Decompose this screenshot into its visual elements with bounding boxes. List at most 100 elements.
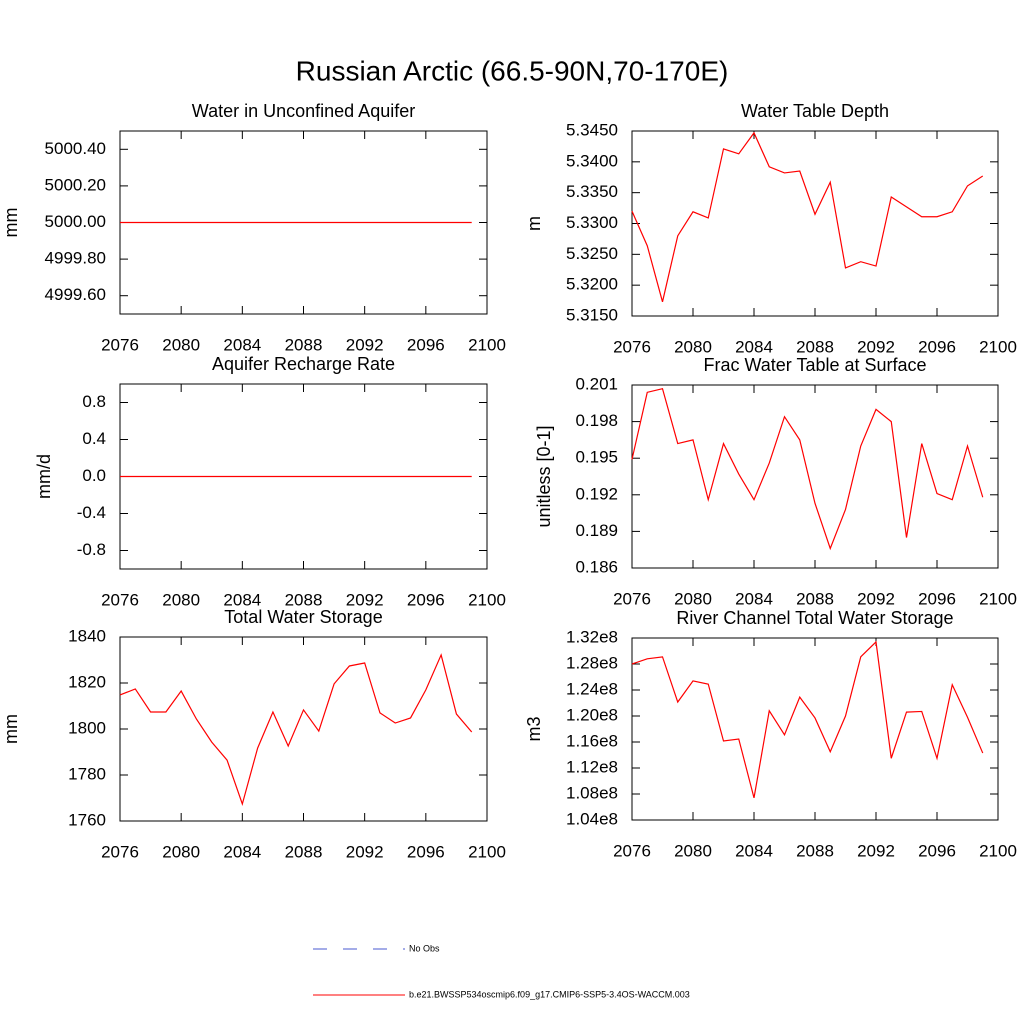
y-tick-label: 1820 bbox=[68, 672, 106, 691]
data-line bbox=[119, 653, 473, 807]
legend-label: b.e21.BWSSP534oscmip6.f09_g17.CMIP6-SSP5… bbox=[409, 989, 690, 999]
y-tick-label: 1.04e8 bbox=[566, 809, 618, 828]
y-tick-label: 1.08e8 bbox=[566, 783, 618, 802]
y-axis-label: m bbox=[524, 216, 544, 231]
y-tick-label: 5.3400 bbox=[566, 151, 618, 170]
x-tick-label: 2092 bbox=[857, 337, 895, 356]
y-tick-label: 0.189 bbox=[575, 521, 618, 540]
panel-title: Aquifer Recharge Rate bbox=[212, 354, 395, 374]
x-tick-label: 2088 bbox=[796, 589, 834, 608]
x-tick-label: 2096 bbox=[918, 337, 956, 356]
x-tick-label: 2076 bbox=[101, 842, 139, 861]
y-axis-label: m3 bbox=[524, 716, 544, 741]
x-tick-label: 2076 bbox=[613, 589, 651, 608]
x-tick-label: 2100 bbox=[979, 589, 1017, 608]
x-tick-label: 2084 bbox=[735, 337, 773, 356]
x-tick-label: 2092 bbox=[346, 590, 384, 609]
x-tick-label: 2096 bbox=[918, 589, 956, 608]
figure-title: Russian Arctic (66.5-90N,70-170E) bbox=[296, 55, 729, 86]
y-tick-label: 0.201 bbox=[575, 374, 618, 393]
y-tick-label: 1.32e8 bbox=[566, 627, 618, 646]
y-tick-label: 0.8 bbox=[82, 392, 106, 411]
x-tick-label: 2080 bbox=[162, 842, 200, 861]
panel-title: River Channel Total Water Storage bbox=[676, 608, 953, 628]
data-line bbox=[631, 131, 984, 302]
x-tick-label: 2080 bbox=[162, 590, 200, 609]
y-tick-label: 5000.20 bbox=[45, 175, 106, 194]
x-tick-label: 2084 bbox=[735, 841, 773, 860]
x-tick-label: 2084 bbox=[223, 842, 261, 861]
y-tick-label: 0.186 bbox=[575, 557, 618, 576]
x-tick-label: 2088 bbox=[796, 337, 834, 356]
y-tick-label: 1760 bbox=[68, 810, 106, 829]
x-tick-label: 2084 bbox=[735, 589, 773, 608]
x-tick-label: 2076 bbox=[613, 337, 651, 356]
y-tick-label: 1840 bbox=[68, 626, 106, 645]
x-tick-label: 2084 bbox=[223, 590, 261, 609]
x-tick-label: 2092 bbox=[346, 842, 384, 861]
y-tick-label: 5.3250 bbox=[566, 244, 618, 263]
x-tick-label: 2088 bbox=[285, 335, 323, 354]
y-tick-label: 0.195 bbox=[575, 448, 618, 467]
x-tick-label: 2100 bbox=[979, 841, 1017, 860]
x-tick-label: 2100 bbox=[979, 337, 1017, 356]
y-axis-label: mm bbox=[1, 208, 21, 238]
panel-title: Water in Unconfined Aquifer bbox=[192, 101, 415, 121]
y-axis-label: mm bbox=[1, 714, 21, 744]
panel-title: Frac Water Table at Surface bbox=[703, 355, 926, 375]
x-tick-label: 2076 bbox=[613, 841, 651, 860]
panel-title: Water Table Depth bbox=[741, 101, 889, 121]
y-tick-label: 1.24e8 bbox=[566, 679, 618, 698]
plot-frame bbox=[119, 636, 488, 822]
y-tick-label: 4999.60 bbox=[45, 285, 106, 304]
data-line bbox=[631, 387, 984, 551]
y-tick-label: 0.0 bbox=[82, 466, 106, 485]
y-tick-label: 1.20e8 bbox=[566, 705, 618, 724]
x-tick-label: 2080 bbox=[674, 337, 712, 356]
y-tick-label: -0.4 bbox=[77, 503, 106, 522]
x-tick-label: 2100 bbox=[468, 590, 506, 609]
x-tick-label: 2100 bbox=[468, 335, 506, 354]
x-tick-label: 2092 bbox=[346, 335, 384, 354]
y-tick-label: 0.4 bbox=[82, 429, 106, 448]
x-tick-label: 2092 bbox=[857, 589, 895, 608]
x-tick-label: 2096 bbox=[407, 590, 445, 609]
y-tick-label: 4999.80 bbox=[45, 249, 106, 268]
plot-frame bbox=[631, 384, 999, 569]
x-tick-label: 2076 bbox=[101, 590, 139, 609]
x-tick-label: 2076 bbox=[101, 335, 139, 354]
y-tick-label: 1.12e8 bbox=[566, 757, 618, 776]
y-tick-label: 5.3200 bbox=[566, 275, 618, 294]
y-axis-label: mm/d bbox=[34, 454, 54, 499]
y-tick-label: 1.16e8 bbox=[566, 731, 618, 750]
y-tick-label: 1800 bbox=[68, 718, 106, 737]
y-tick-label: 5.3350 bbox=[566, 182, 618, 201]
y-tick-label: 0.198 bbox=[575, 411, 618, 430]
y-tick-label: 5000.00 bbox=[45, 212, 106, 231]
x-tick-label: 2096 bbox=[918, 841, 956, 860]
x-tick-label: 2092 bbox=[857, 841, 895, 860]
y-axis-label: unitless [0-1] bbox=[534, 425, 554, 527]
y-tick-label: 0.192 bbox=[575, 484, 618, 503]
x-tick-label: 2088 bbox=[796, 841, 834, 860]
y-tick-label: 5.3300 bbox=[566, 213, 618, 232]
legend-label: No Obs bbox=[409, 943, 440, 953]
panel-title: Total Water Storage bbox=[224, 607, 382, 627]
x-tick-label: 2084 bbox=[223, 335, 261, 354]
y-tick-label: 5000.40 bbox=[45, 139, 106, 158]
x-tick-label: 2080 bbox=[674, 841, 712, 860]
y-tick-label: 1780 bbox=[68, 764, 106, 783]
y-tick-label: -0.8 bbox=[77, 540, 106, 559]
x-tick-label: 2088 bbox=[285, 590, 323, 609]
x-tick-label: 2096 bbox=[407, 335, 445, 354]
x-tick-label: 2100 bbox=[468, 842, 506, 861]
y-tick-label: 5.3450 bbox=[566, 120, 618, 139]
x-tick-label: 2080 bbox=[674, 589, 712, 608]
x-tick-label: 2096 bbox=[407, 842, 445, 861]
x-tick-label: 2080 bbox=[162, 335, 200, 354]
y-tick-label: 5.3150 bbox=[566, 305, 618, 324]
plot-frame bbox=[631, 130, 999, 317]
data-line bbox=[631, 640, 984, 799]
x-tick-label: 2088 bbox=[285, 842, 323, 861]
